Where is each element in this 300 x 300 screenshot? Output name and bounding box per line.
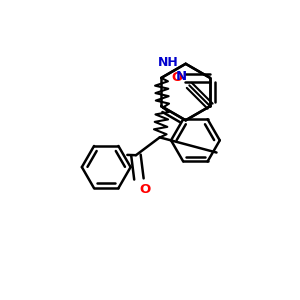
Text: O: O: [171, 71, 182, 84]
Text: O: O: [139, 182, 151, 196]
Text: N: N: [176, 70, 187, 83]
Text: NH: NH: [158, 56, 178, 69]
